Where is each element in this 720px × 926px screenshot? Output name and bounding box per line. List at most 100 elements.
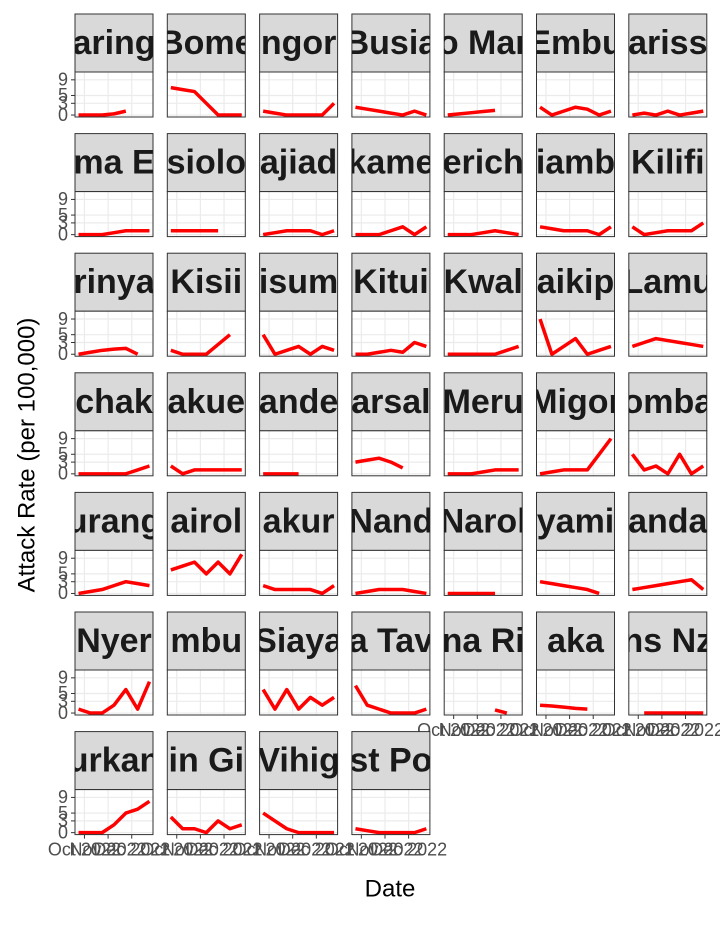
data-line: [539, 437, 613, 476]
strip: [166, 252, 246, 312]
panel-border: [351, 310, 431, 357]
panel-border: [536, 310, 615, 357]
strip: [628, 13, 708, 73]
x-tick-label: Dec 2022: [462, 720, 539, 740]
strip-label: na Ri: [442, 622, 525, 660]
strip: [351, 731, 431, 791]
facet: ariss: [628, 13, 708, 118]
facet: airol: [166, 491, 246, 596]
strip: [74, 731, 154, 791]
panel-border: [443, 71, 523, 118]
facet: Nand: [351, 491, 431, 596]
facet: Embu: [528, 13, 622, 118]
strip-label: airol: [170, 502, 242, 540]
y-tick-label: 5: [58, 444, 68, 464]
panel-border: [536, 191, 615, 238]
strip: [74, 372, 154, 432]
facet: erich: [443, 133, 523, 238]
panel-border: [166, 789, 246, 836]
y-tick-label: 9: [58, 428, 68, 448]
data-line: [355, 340, 427, 356]
y-tick-label: 5: [58, 683, 68, 703]
panel: [351, 789, 430, 835]
data-line: [630, 452, 705, 476]
facet: a Tav: [351, 611, 431, 716]
strip-label: akue: [168, 383, 246, 421]
y-tick-label: 3: [58, 811, 68, 831]
strip-label: akur: [263, 502, 335, 540]
strip: [166, 491, 246, 551]
strip: [351, 13, 431, 73]
facet: omba: [628, 372, 708, 477]
strip: [351, 133, 431, 193]
data-line: [355, 105, 427, 117]
panel: [259, 430, 338, 476]
strip: [74, 252, 154, 312]
data-line: [170, 333, 232, 356]
facet: iamb: [536, 133, 615, 238]
strip-label: chak: [75, 383, 153, 421]
panel: [351, 670, 430, 715]
facet: Migor: [536, 372, 615, 477]
strip-label: ajiad: [260, 144, 337, 182]
panel: [628, 311, 707, 357]
panel-border: [536, 549, 615, 596]
strip: [74, 611, 154, 671]
panel: [536, 72, 615, 117]
facet: Kilifi: [628, 133, 708, 238]
strip-label: yami: [537, 502, 615, 540]
panel: [444, 550, 523, 596]
strip-label: Embu: [528, 24, 622, 62]
strip: [259, 133, 339, 193]
strip-label: Vihig: [257, 742, 340, 780]
strip: [74, 133, 154, 193]
y-tick-label: 3: [58, 571, 68, 591]
panel-border: [351, 789, 431, 836]
facet: akur: [259, 491, 339, 596]
y-tick-label: 0: [58, 105, 68, 125]
y-tick-label: 0: [58, 464, 68, 484]
strip: [259, 252, 339, 312]
facet: Meru: [443, 372, 523, 477]
panel: [444, 191, 523, 237]
strip-label: st Po: [349, 742, 432, 780]
strip: [628, 491, 708, 551]
strip: [166, 372, 246, 432]
data-line: [631, 221, 705, 237]
facet: Lamu: [628, 252, 708, 357]
facet: o Mar: [443, 13, 523, 118]
panel-border: [443, 549, 523, 596]
panel-border: [74, 789, 154, 836]
x-tick-label: Oct 2022: [509, 720, 582, 740]
facet: aikip: [536, 252, 615, 357]
strip-label: rinya: [73, 263, 155, 301]
strip-label: mbu: [170, 622, 242, 660]
strip: [536, 13, 615, 73]
panel-border: [443, 310, 523, 357]
data-line: [78, 109, 127, 117]
y-tick-label: 0: [58, 703, 68, 723]
facet: siolo: [166, 133, 246, 238]
data-line: [631, 336, 704, 349]
strip-label: urkan: [68, 742, 161, 780]
x-tick-label: Dec 2022: [370, 839, 447, 859]
strip: [351, 611, 431, 671]
strip: [74, 13, 154, 73]
strip: [443, 491, 523, 551]
panel-border: [259, 789, 339, 836]
panel-border: [259, 669, 339, 716]
data-line: [169, 815, 243, 835]
x-tick-label: Nov 2022: [531, 720, 608, 740]
data-line: [539, 105, 612, 117]
y-axis-title: Attack Rate (per 100,000): [13, 318, 40, 593]
strip-label: in Gi: [169, 742, 245, 780]
panel-border: [166, 191, 246, 238]
